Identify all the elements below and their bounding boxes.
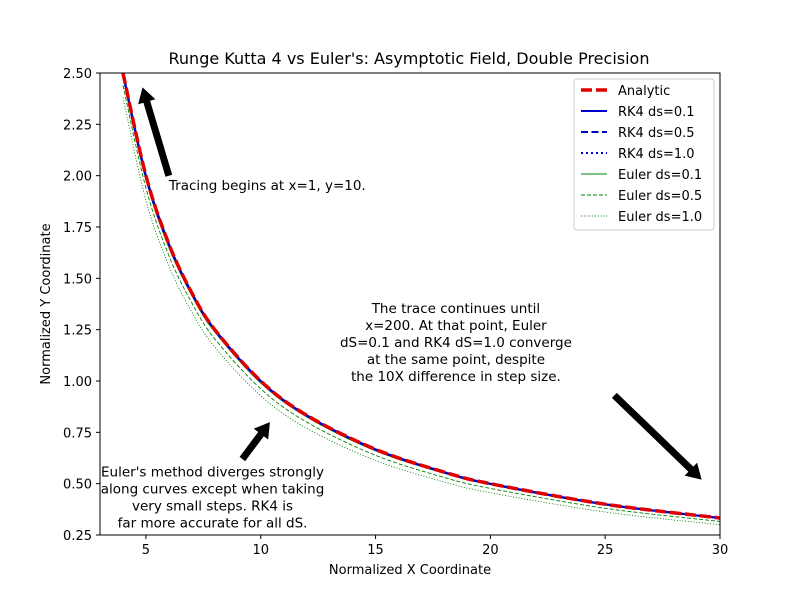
x-tick-label: 20 [482, 543, 499, 558]
annotation-arrow [239, 422, 270, 462]
x-axis-title: Normalized X Coordinate [329, 563, 491, 578]
annotation-text: the 10X difference in step size. [351, 369, 561, 385]
annotation-text: very small steps. RK4 is [132, 498, 293, 514]
annotation-text: far more accurate for all dS. [118, 515, 308, 531]
legend-label: Euler ds=0.1 [618, 168, 702, 183]
annotation-arrow [138, 87, 173, 177]
series-line-euler-ds-0-5 [122, 85, 720, 522]
x-tick-label: 30 [712, 543, 729, 558]
annotation-text: dS=0.1 and RK4 dS=1.0 converge [340, 335, 572, 351]
annotation-text: x=200. At that point, Euler [365, 318, 547, 334]
legend-label: RK4 ds=0.1 [618, 105, 695, 120]
y-tick-label: 2.00 [63, 170, 92, 185]
y-tick-label: 1.75 [63, 221, 92, 236]
x-tick-label: 5 [142, 543, 150, 558]
series-line-euler-ds-1-0 [122, 97, 720, 526]
annotation-arrow [611, 392, 702, 480]
annotation-layer: Tracing begins at x=1, y=10. The trace co… [101, 87, 702, 531]
annotation-text: Euler's method diverges strongly [101, 464, 324, 480]
legend-label: Euler ds=0.5 [618, 189, 702, 204]
legend-label: RK4 ds=0.5 [618, 126, 695, 141]
chart-title: Runge Kutta 4 vs Euler's: Asymptotic Fie… [169, 49, 650, 68]
x-tick-label: 25 [597, 543, 614, 558]
annotation-text: Tracing begins at x=1, y=10. [168, 178, 366, 194]
y-axis-ticks: 0.25 0.50 0.75 1.00 1.25 1.50 1.75 2.00 2.25 2.50 [63, 67, 100, 544]
annotation-text: The trace continues until [371, 301, 540, 317]
y-axis-title: Normalized Y Coordinate [39, 223, 54, 384]
series-line-analytic [121, 73, 720, 520]
x-tick-label: 15 [367, 543, 384, 558]
legend-label: RK4 ds=1.0 [618, 147, 695, 162]
y-tick-label: 0.50 [63, 478, 92, 493]
plot-frame [99, 72, 721, 536]
x-axis-ticks: 5 10 15 20 25 30 [142, 535, 728, 558]
y-tick-label: 1.25 [63, 324, 92, 339]
legend-label: Analytic [618, 84, 670, 99]
y-tick-label: 0.25 [63, 529, 92, 544]
x-tick-label: 10 [252, 543, 269, 558]
legend: Analytic RK4 ds=0.1 RK4 ds=0.5 RK4 ds=1.0 Eu… [573, 78, 715, 231]
y-tick-label: 1.50 [63, 272, 92, 287]
y-tick-label: 0.75 [63, 426, 92, 441]
legend-label: Euler ds=1.0 [618, 210, 702, 225]
y-tick-label: 2.25 [63, 118, 92, 133]
annotation-text: along curves except when taking [101, 481, 325, 497]
y-tick-label: 2.50 [63, 67, 92, 82]
legend-box [573, 78, 715, 231]
series-layer [121, 73, 720, 526]
annotation-text: at the same point, despite [367, 352, 545, 368]
y-tick-label: 1.00 [63, 375, 92, 390]
